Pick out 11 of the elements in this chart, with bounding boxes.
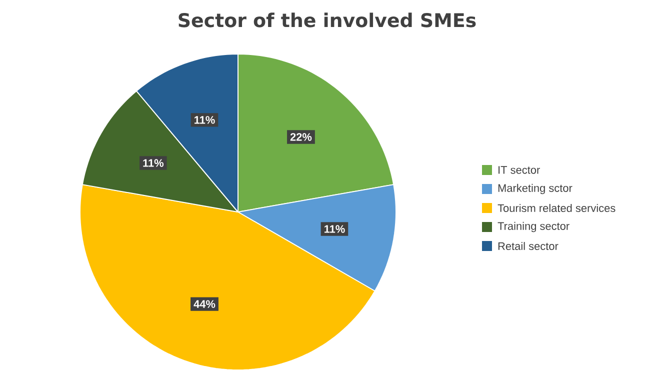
data-label: 44%: [194, 300, 216, 308]
legend-label: Retail sector: [498, 242, 558, 250]
data-label: 22%: [290, 133, 312, 141]
legend-label: Tourism related services: [498, 204, 616, 212]
data-label: 11%: [324, 225, 345, 233]
data-label: 11%: [194, 116, 215, 124]
legend-label: Training sector: [498, 222, 570, 232]
legend-label: Marketing sctor: [498, 184, 572, 194]
chart-title: Sector of the involved SMEs: [178, 12, 476, 28]
data-label: 11%: [143, 159, 164, 167]
legend-label: IT sector: [498, 166, 540, 174]
